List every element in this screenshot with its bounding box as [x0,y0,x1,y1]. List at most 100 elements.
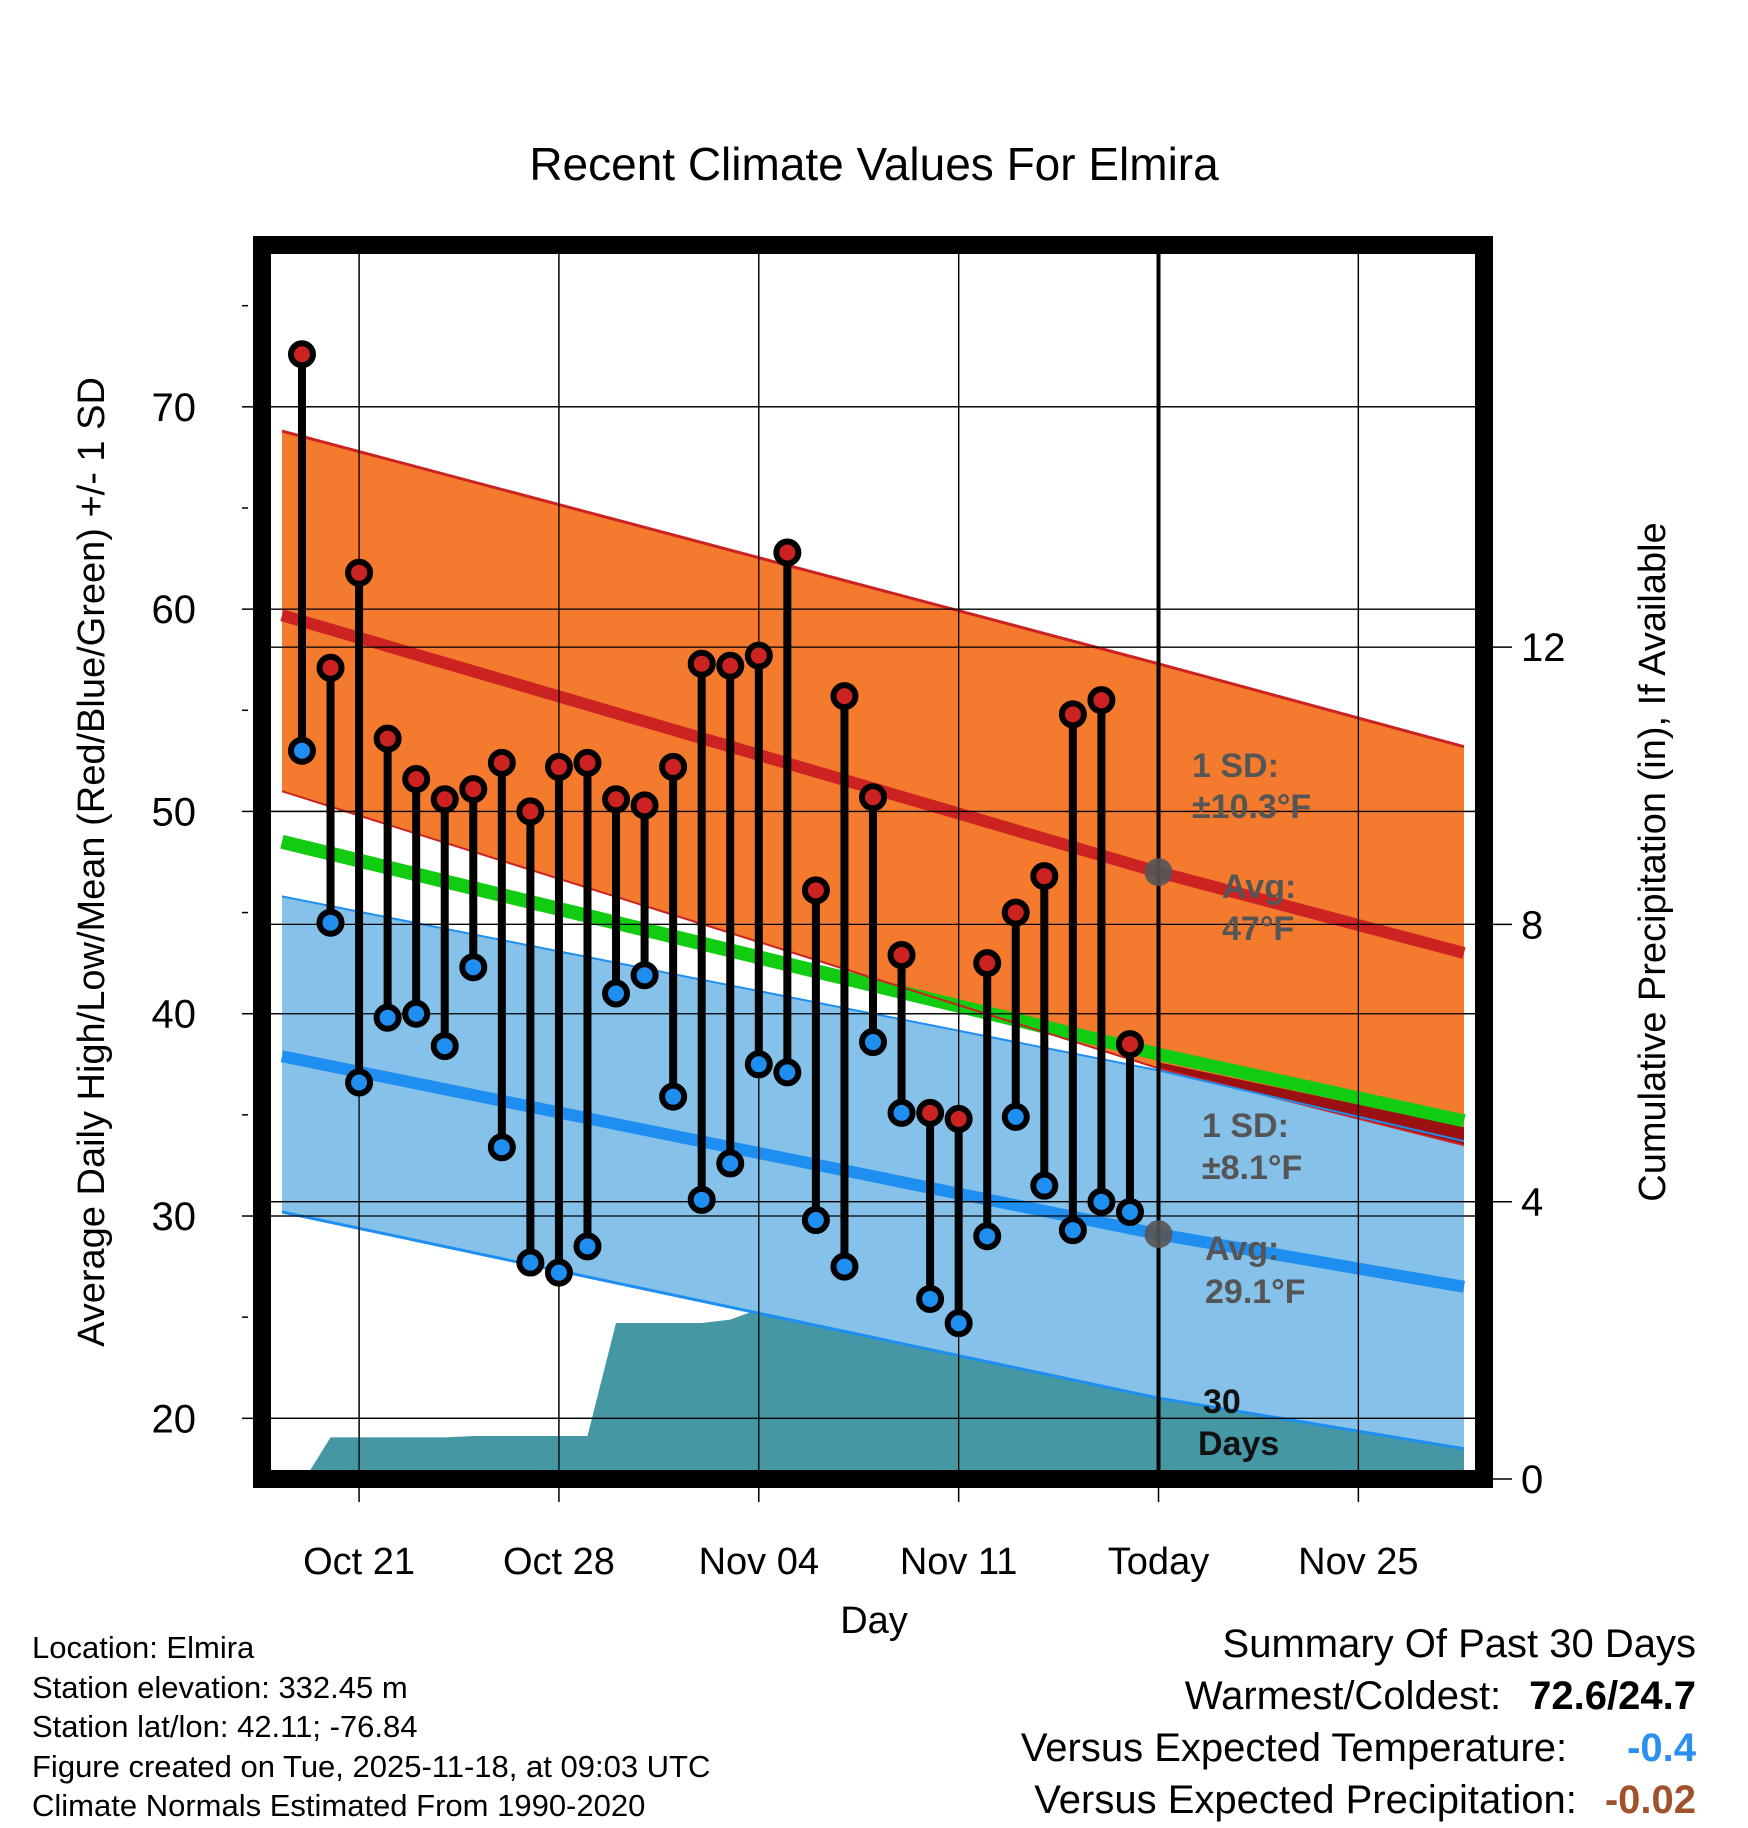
daily-high-point [744,641,773,670]
daily-high-point [316,653,345,682]
temp-label: Versus Expected Temperature: [1020,1726,1568,1770]
y2-tick-label: 4 [1521,1181,1543,1225]
latlon-text: Station lat/lon: 42.11; -76.84 [32,1709,418,1744]
daily-low-point [287,736,316,765]
precip-label: Versus Expected Precipitation: [1034,1778,1577,1822]
daily-low-point [1087,1187,1116,1216]
low-avg-value: 29.1°F [1205,1273,1306,1311]
low-sd-label: 1 SD: [1202,1107,1289,1145]
daily-low-point [573,1232,602,1261]
daily-low-point [373,1003,402,1032]
high-sd-value: ±10.3°F [1192,788,1311,826]
daily-high-point [1030,862,1059,891]
daily-low-point [773,1058,802,1087]
daily-low-point [744,1050,773,1079]
low-avg-label: Avg: [1205,1230,1279,1268]
x-tick-label: Today [1108,1541,1209,1583]
daily-low-point [402,999,431,1028]
plot-frame [253,236,1493,1488]
daily-low-point [973,1222,1002,1251]
elevation-text: Station elevation: 332.45 m [32,1669,408,1705]
daily-high-point [1087,686,1116,715]
daily-high-point [916,1098,945,1127]
daily-low-point [1115,1197,1144,1226]
daily-low-point [1001,1102,1030,1131]
daily-high-point [602,785,631,814]
low-sd-value: ±8.1°F [1202,1149,1302,1187]
daily-high-point [659,752,688,781]
daily-high-point [687,649,716,678]
station-info: Location: Elmira Station elevation: 332.… [32,1628,710,1826]
y2-axis-label: Cumulative Precipitation (in), If Availa… [1632,522,1674,1201]
y-tick-label: 30 [152,1195,197,1239]
y2-tick-label: 8 [1521,903,1543,947]
x-axis-label: Day [840,1600,908,1642]
daily-high-point [402,765,431,794]
daily-high-point [287,340,316,369]
x-tick-label: Oct 28 [503,1541,615,1583]
daily-high-point [430,785,459,814]
daily-high-point [859,783,887,812]
plot-area [262,245,1484,1479]
daily-low-point [830,1252,859,1281]
warm-cold-row: Warmest/Coldest: 72.6/24.7 [1021,1670,1696,1722]
daily-high-point [516,797,545,826]
y2-tick-label: 0 [1521,1458,1543,1502]
daily-high-point [801,876,830,905]
chart-title: Recent Climate Values For Elmira [529,138,1219,190]
daily-high-point [630,791,659,820]
daily-low-point [345,1068,374,1097]
daily-high-point [487,748,516,777]
daily-low-point [801,1206,830,1235]
daily-high-point [1058,700,1087,729]
daily-low-point [887,1098,916,1127]
daily-high-point [773,538,802,567]
daily-high-point [573,748,602,777]
daily-low-point [544,1258,573,1287]
y2-tick-label: 12 [1521,626,1566,670]
y-tick-label: 20 [152,1397,197,1441]
y-axis-label: Average Daily High/Low/Mean (Red/Blue/Gr… [71,377,113,1347]
x-tick-label: Oct 21 [303,1541,415,1583]
daily-low-point [316,908,345,937]
today-low-avg-marker [1144,1220,1173,1249]
daily-high-point [944,1104,973,1133]
daily-low-point [716,1149,745,1178]
high-avg-value: 47°F [1222,910,1294,948]
warm-cold-value: 72.6/24.7 [1529,1674,1696,1718]
daily-low-point [430,1032,459,1061]
daily-high-point [544,752,573,781]
precip-value: -0.02 [1604,1778,1696,1822]
daily-low-point [659,1082,688,1111]
daily-low-point [687,1185,716,1214]
daily-low-point [459,953,488,982]
daily-high-point [716,651,745,680]
precip-row: Versus Expected Precipitation: -0.02 [1021,1774,1696,1826]
today-high-avg-marker [1144,858,1173,887]
daily-high-point [345,558,374,587]
y-tick-label: 60 [152,588,197,632]
daily-low-point [859,1028,887,1057]
temp-row: Versus Expected Temperature: -0.4 [1021,1722,1696,1774]
x-tick-label: Nov 25 [1298,1541,1418,1583]
daily-high-point [1001,898,1030,927]
summary-panel: Summary Of Past 30 Days Warmest/Coldest:… [1021,1618,1696,1826]
high-avg-label: Avg: [1222,868,1296,906]
daily-low-point [1058,1216,1087,1245]
created-text: Figure created on Tue, 2025-11-18, at 09… [32,1748,711,1784]
days-word: Days [1198,1425,1279,1463]
daily-low-point [602,979,631,1008]
temp-value: -0.4 [1627,1726,1696,1770]
normals-text: Climate Normals Estimated From 1990-2020 [32,1788,646,1823]
x-tick-label: Nov 04 [699,1541,819,1583]
days-number: 30 [1203,1383,1241,1421]
daily-high-point [973,949,1002,978]
daily-low-point [916,1284,945,1313]
daily-low-point [487,1133,516,1162]
warm-cold-label: Warmest/Coldest: [1184,1674,1502,1718]
daily-high-point [373,724,402,753]
daily-low-point [516,1248,545,1277]
daily-low-point [630,961,659,990]
daily-high-point [887,941,916,970]
